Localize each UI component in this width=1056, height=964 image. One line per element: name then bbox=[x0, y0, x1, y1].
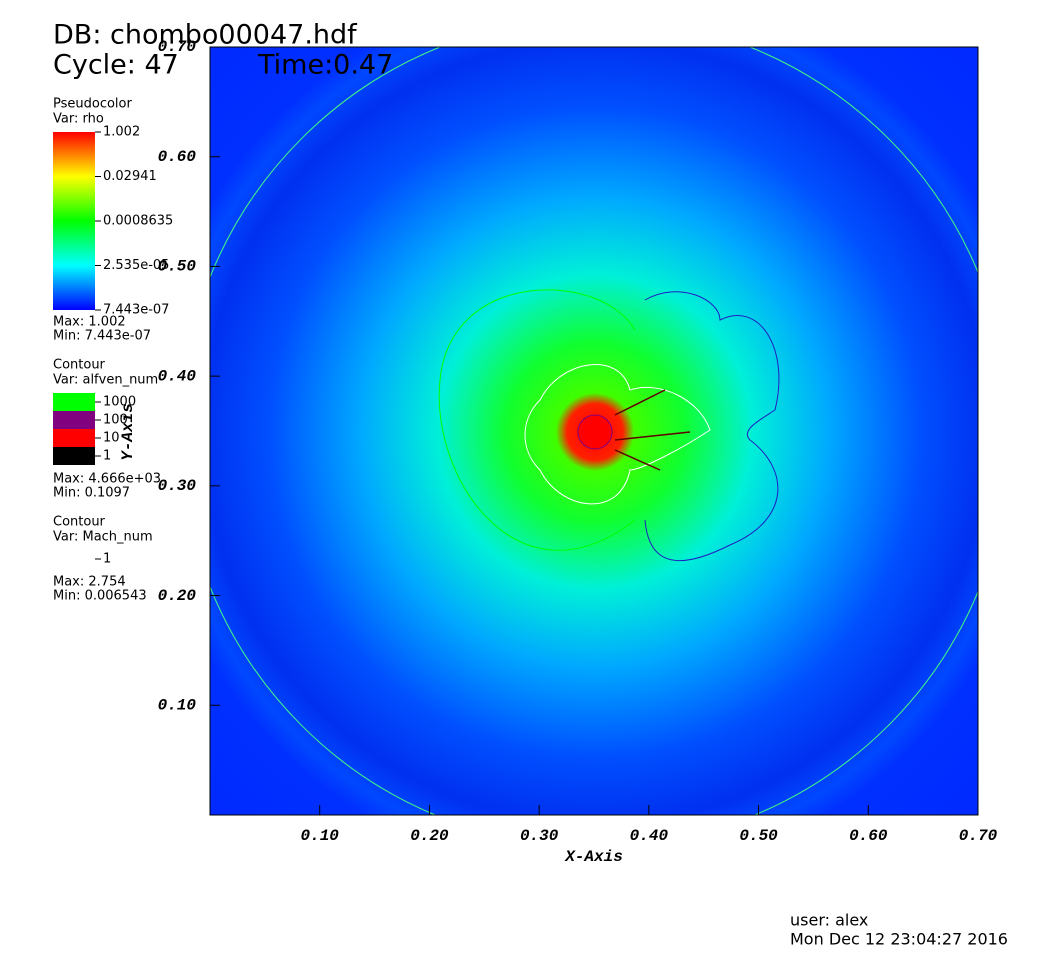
colorbar bbox=[53, 132, 95, 310]
x-tick-label: 0.20 bbox=[410, 827, 449, 845]
legend-min: Min: 7.443e-07 bbox=[53, 329, 151, 344]
mach-contour bbox=[524, 364, 711, 505]
legend-plot: Pseudocolor bbox=[53, 97, 132, 112]
legend-var: Var: Mach_num bbox=[53, 530, 153, 545]
y-tick-label: 0.50 bbox=[158, 258, 197, 276]
y-tick-label: 0.60 bbox=[158, 148, 197, 166]
cycle: Cycle: 47 bbox=[53, 50, 179, 81]
legend-max: Max: 1.002 bbox=[53, 315, 126, 330]
colorbar-label: 7.443e-07 bbox=[103, 303, 169, 318]
x-tick-label: 0.10 bbox=[301, 827, 340, 845]
colorbar-label: 0.0008635 bbox=[103, 214, 173, 229]
x-tick-label: 0.30 bbox=[520, 827, 559, 845]
legend-plot: Contour bbox=[53, 515, 106, 530]
level-label: 1 bbox=[103, 552, 111, 567]
core bbox=[577, 414, 613, 450]
date: Mon Dec 12 23:04:27 2016 bbox=[790, 930, 1008, 949]
legend-min: Min: 0.006543 bbox=[53, 589, 147, 604]
level-label: 1 bbox=[103, 449, 111, 464]
contour-left-lobe bbox=[438, 289, 636, 551]
y-tick-label: 0.70 bbox=[158, 38, 197, 56]
legend-var: Var: alfven_num bbox=[53, 373, 158, 388]
y-tick-label: 0.30 bbox=[158, 477, 197, 495]
user: user: alex bbox=[790, 911, 868, 930]
db-title: DB: chombo00047.hdf bbox=[53, 20, 358, 51]
level-label: 100 bbox=[103, 413, 128, 428]
level-label: 1000 bbox=[103, 395, 136, 410]
level-label: 10 bbox=[103, 431, 120, 446]
legend-var: Var: rho bbox=[53, 112, 104, 127]
level-swatch bbox=[53, 447, 95, 465]
plot-area bbox=[210, 47, 978, 815]
level-swatch bbox=[53, 393, 95, 411]
level-swatch bbox=[53, 411, 95, 429]
y-tick-label: 0.20 bbox=[158, 587, 197, 605]
legend-max: Max: 2.754 bbox=[53, 575, 126, 590]
x-axis-title: X-Axis bbox=[564, 848, 623, 866]
time: Time:0.47 bbox=[257, 50, 393, 81]
legend-max: Max: 4.666e+03 bbox=[53, 472, 161, 487]
colorbar-label: 2.535e-05 bbox=[103, 258, 169, 273]
level-swatch bbox=[53, 550, 95, 568]
legend-plot: Contour bbox=[53, 358, 106, 373]
y-tick-label: 0.40 bbox=[158, 367, 197, 385]
y-axis-title: Y-Axis bbox=[119, 403, 137, 461]
contour-right-lobe bbox=[644, 291, 780, 562]
colorbar-label: 1.002 bbox=[103, 125, 140, 140]
alfven-contour bbox=[614, 389, 691, 471]
colorbar-label: 0.02941 bbox=[103, 169, 157, 184]
legend-min: Min: 0.1097 bbox=[53, 486, 130, 501]
level-swatch bbox=[53, 429, 95, 447]
plot-frame bbox=[209, 46, 979, 816]
x-tick-label: 0.50 bbox=[739, 827, 778, 845]
x-tick-label: 0.40 bbox=[630, 827, 669, 845]
x-tick-label: 0.70 bbox=[959, 827, 998, 845]
x-tick-label: 0.60 bbox=[849, 827, 888, 845]
y-tick-label: 0.10 bbox=[158, 697, 197, 715]
